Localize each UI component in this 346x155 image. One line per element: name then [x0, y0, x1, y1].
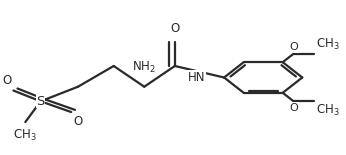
Text: CH$_3$: CH$_3$	[316, 37, 339, 52]
Text: NH$_2$: NH$_2$	[133, 60, 156, 75]
Text: O: O	[170, 22, 180, 35]
Text: HN: HN	[188, 71, 206, 84]
Text: CH$_3$: CH$_3$	[13, 128, 37, 143]
Text: O: O	[73, 115, 82, 128]
Text: S: S	[36, 95, 45, 108]
Text: O: O	[289, 42, 298, 52]
Text: CH$_3$: CH$_3$	[316, 103, 339, 118]
Text: O: O	[289, 103, 298, 113]
Text: O: O	[2, 75, 12, 87]
